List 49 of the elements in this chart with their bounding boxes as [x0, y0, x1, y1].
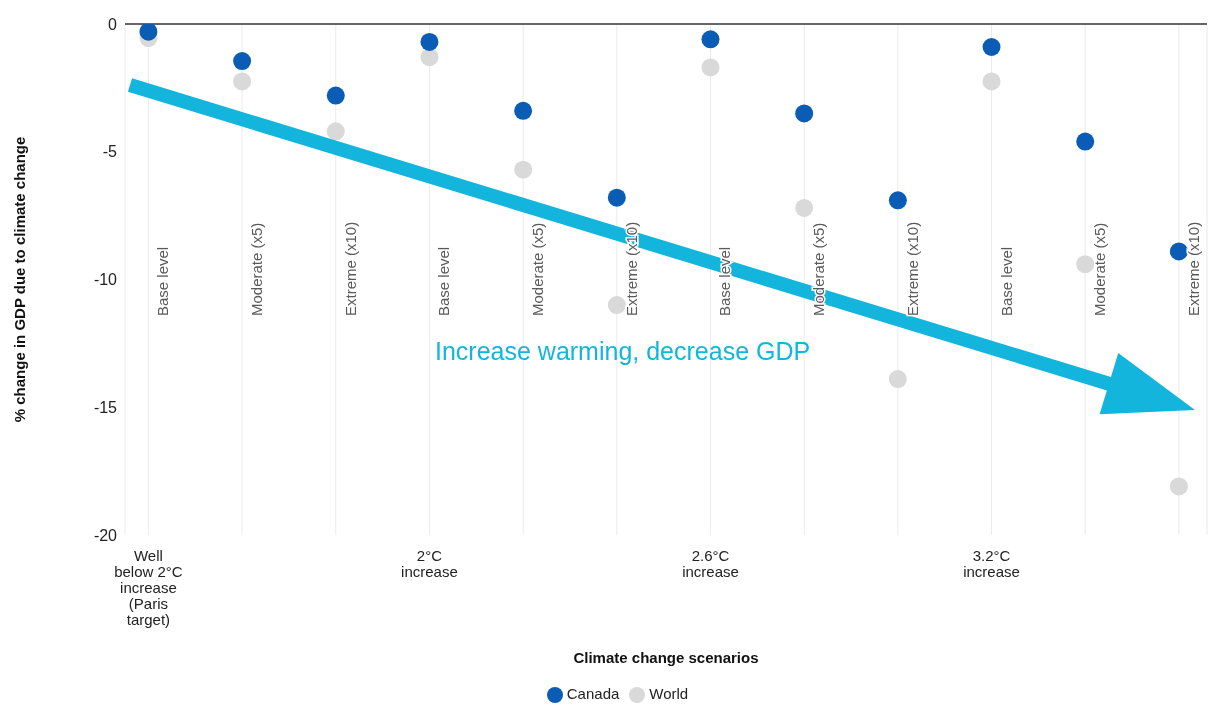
point [607, 296, 626, 315]
point [888, 370, 907, 389]
point [1169, 242, 1188, 261]
point [233, 52, 252, 71]
legend-label: Canada [566, 684, 620, 702]
point [1076, 255, 1095, 274]
y-tick-label: -15 [93, 398, 118, 416]
point [139, 24, 158, 41]
x-tick-label: 2.6°C increase [682, 546, 739, 580]
annotation: Base level [435, 246, 453, 316]
annotation: Moderate (x5) [1091, 222, 1109, 316]
point [326, 86, 345, 105]
y-tick-label: -5 [102, 143, 118, 161]
x-axis-title: Climate change scenarios [573, 648, 759, 666]
point [1169, 477, 1188, 496]
point [795, 104, 814, 123]
annotation: Extreme (x10) [341, 221, 359, 316]
point [514, 160, 533, 179]
point [701, 58, 720, 77]
point [326, 122, 345, 141]
x-tick-label: 3.2°C increase [963, 546, 1020, 580]
y-tick-label: -20 [93, 526, 118, 544]
annotation: Extreme (x10) [622, 221, 640, 316]
annotation: Moderate (x5) [248, 222, 266, 316]
point [1076, 132, 1095, 151]
point [420, 32, 439, 51]
point [701, 30, 720, 49]
annotation: Base level [716, 246, 734, 316]
annotation: Moderate (x5) [810, 222, 828, 316]
point [888, 191, 907, 210]
annotation: Increase warming, decrease GDP [435, 337, 811, 365]
annotation: Extreme (x10) [1184, 221, 1202, 316]
annotation: Extreme (x10) [903, 221, 921, 316]
annotation: Base level [997, 246, 1015, 316]
point [514, 101, 533, 120]
point [795, 198, 814, 217]
point [607, 188, 626, 207]
y-axis-title: % change in GDP due to climate change [11, 136, 29, 423]
x-tick-label: Well below 2°C increase (Paris target) [114, 546, 183, 628]
point [982, 37, 1001, 56]
point [233, 72, 252, 91]
x-tick-label: 2°C increase [401, 546, 458, 580]
legend-label: World [649, 684, 689, 702]
y-tick-label: -10 [93, 271, 118, 289]
annotation: Moderate (x5) [529, 222, 547, 316]
point [982, 72, 1001, 91]
annotation: Base level [154, 246, 172, 316]
y-tick-label: 0 [108, 15, 118, 33]
point [420, 48, 439, 67]
